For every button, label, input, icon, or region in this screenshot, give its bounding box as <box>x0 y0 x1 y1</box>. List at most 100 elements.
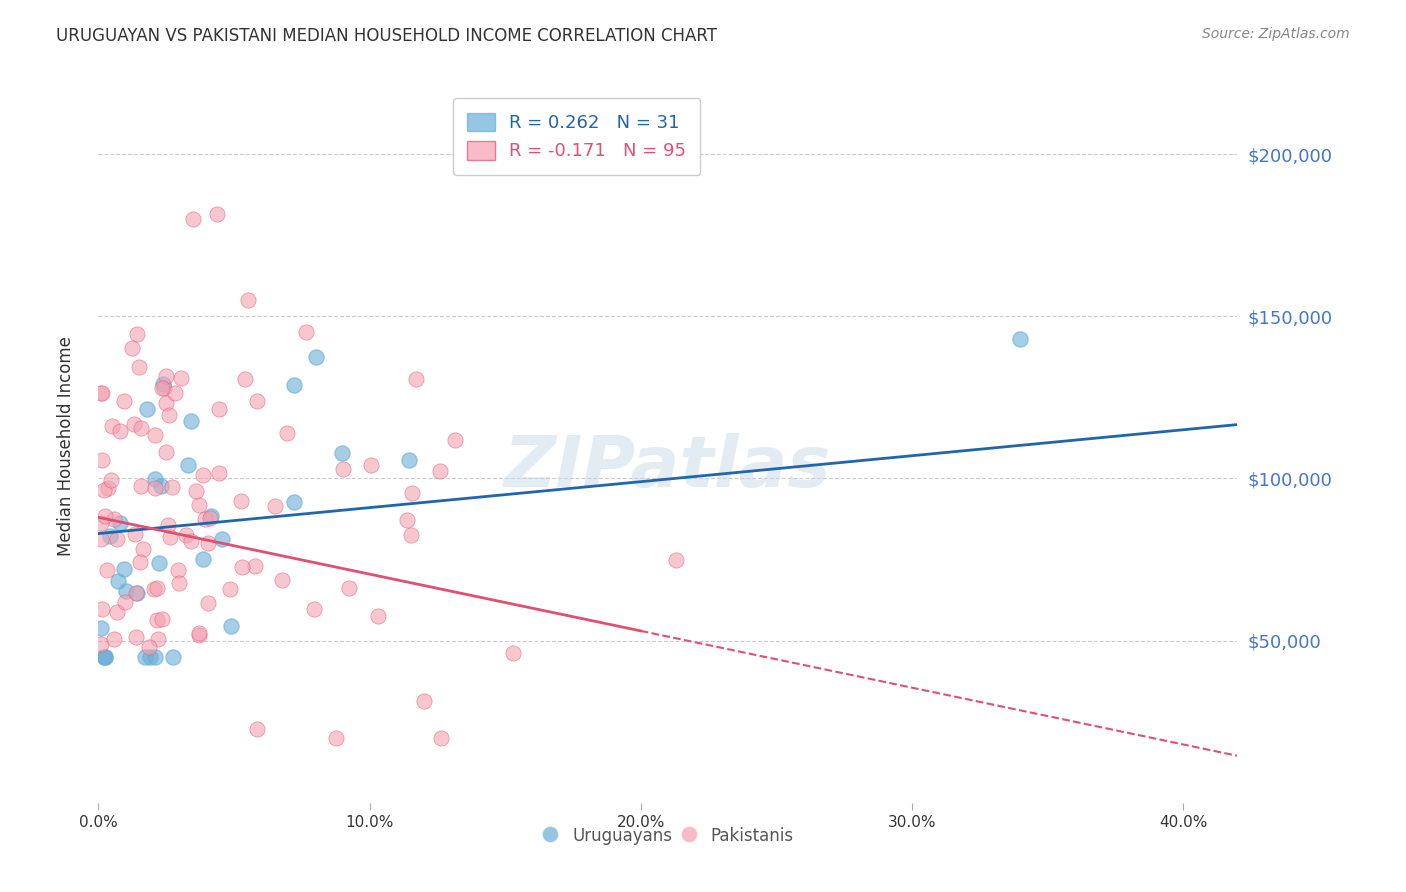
Pakistanis <box>90 516 112 530</box>
Uruguayans <box>138 649 160 664</box>
Pakistanis <box>163 386 186 401</box>
Pakistanis <box>360 458 382 472</box>
Pakistanis <box>246 723 269 737</box>
Y-axis label: Median Household Income: Median Household Income <box>56 336 75 556</box>
Pakistanis <box>276 425 298 440</box>
Pakistanis <box>167 563 190 577</box>
Pakistanis <box>131 479 153 493</box>
Pakistanis <box>187 498 209 512</box>
Pakistanis <box>264 499 287 513</box>
Pakistanis <box>245 559 267 574</box>
Pakistanis <box>205 207 228 221</box>
Pakistanis <box>502 646 524 660</box>
Uruguayans <box>200 508 222 523</box>
Pakistanis <box>152 612 174 626</box>
Pakistanis <box>183 211 205 226</box>
Pakistanis <box>665 553 688 567</box>
Pakistanis <box>112 393 135 408</box>
Pakistanis <box>157 408 180 422</box>
Text: Source: ZipAtlas.com: Source: ZipAtlas.com <box>1202 27 1350 41</box>
Uruguayans <box>90 621 112 635</box>
Uruguayans <box>211 533 233 547</box>
Pakistanis <box>107 533 129 547</box>
Pakistanis <box>325 731 347 745</box>
Uruguayans <box>94 649 117 664</box>
Pakistanis <box>155 369 177 384</box>
Pakistanis <box>231 494 253 508</box>
Pakistanis <box>401 528 423 542</box>
Uruguayans <box>219 619 242 633</box>
Uruguayans <box>162 649 184 664</box>
Pakistanis <box>219 582 242 596</box>
Uruguayans <box>283 377 305 392</box>
Text: URUGUAYAN VS PAKISTANI MEDIAN HOUSEHOLD INCOME CORRELATION CHART: URUGUAYAN VS PAKISTANI MEDIAN HOUSEHOLD … <box>56 27 717 45</box>
Pakistanis <box>90 636 112 650</box>
Uruguayans <box>115 584 138 599</box>
Pakistanis <box>152 381 174 395</box>
Pakistanis <box>159 530 181 544</box>
Pakistanis <box>337 581 360 595</box>
Uruguayans <box>1010 332 1032 346</box>
Pakistanis <box>395 513 418 527</box>
Pakistanis <box>121 341 143 355</box>
Pakistanis <box>367 608 389 623</box>
Uruguayans <box>177 458 200 472</box>
Pakistanis <box>208 466 231 480</box>
Pakistanis <box>101 419 124 434</box>
Uruguayans <box>134 649 156 664</box>
Pakistanis <box>295 326 318 340</box>
Pakistanis <box>143 427 166 442</box>
Pakistanis <box>105 605 128 619</box>
Pakistanis <box>129 421 152 435</box>
Pakistanis <box>155 396 177 410</box>
Pakistanis <box>170 371 193 385</box>
Uruguayans <box>98 529 121 543</box>
Pakistanis <box>93 508 115 523</box>
Pakistanis <box>180 533 202 548</box>
Pakistanis <box>124 527 146 541</box>
Pakistanis <box>127 326 149 341</box>
Pakistanis <box>96 563 118 577</box>
Pakistanis <box>150 381 173 395</box>
Pakistanis <box>233 372 256 386</box>
Pakistanis <box>429 731 451 745</box>
Pakistanis <box>174 528 197 542</box>
Pakistanis <box>155 445 177 459</box>
Pakistanis <box>401 485 423 500</box>
Pakistanis <box>194 512 217 526</box>
Pakistanis <box>413 693 436 707</box>
Pakistanis <box>198 510 221 524</box>
Pakistanis <box>100 474 122 488</box>
Uruguayans <box>112 562 135 576</box>
Pakistanis <box>246 394 269 409</box>
Pakistanis <box>91 602 114 616</box>
Uruguayans <box>150 478 173 492</box>
Uruguayans <box>143 649 166 664</box>
Uruguayans <box>93 649 115 664</box>
Pakistanis <box>332 461 354 475</box>
Pakistanis <box>91 453 114 467</box>
Pakistanis <box>103 512 125 526</box>
Uruguayans <box>108 516 131 530</box>
Pakistanis <box>197 536 219 550</box>
Pakistanis <box>443 434 465 448</box>
Pakistanis <box>103 632 125 646</box>
Pakistanis <box>197 596 219 610</box>
Uruguayans <box>152 377 174 392</box>
Pakistanis <box>188 627 211 641</box>
Pakistanis <box>236 293 259 307</box>
Pakistanis <box>90 386 112 401</box>
Pakistanis <box>188 626 211 640</box>
Uruguayans <box>180 414 202 428</box>
Pakistanis <box>156 517 179 532</box>
Pakistanis <box>93 483 115 497</box>
Pakistanis <box>129 555 152 569</box>
Uruguayans <box>305 351 328 365</box>
Pakistanis <box>302 602 325 616</box>
Pakistanis <box>146 613 169 627</box>
Uruguayans <box>398 453 420 467</box>
Pakistanis <box>114 595 136 609</box>
Uruguayans <box>136 401 159 416</box>
Legend: Uruguayans, Pakistanis: Uruguayans, Pakistanis <box>536 821 800 852</box>
Pakistanis <box>405 372 427 386</box>
